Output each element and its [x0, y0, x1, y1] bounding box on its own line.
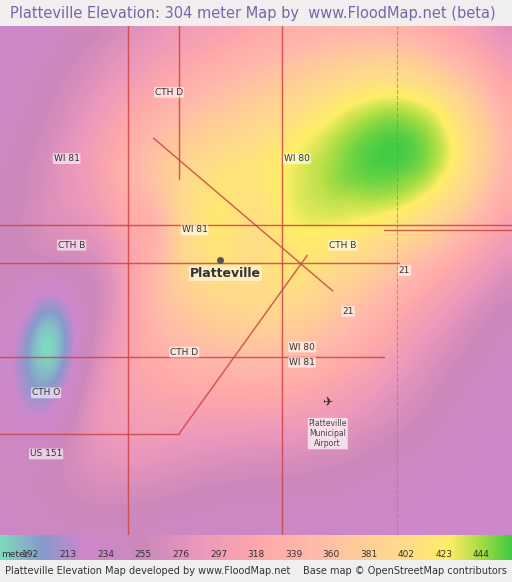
Text: 444: 444: [473, 549, 489, 559]
Text: 318: 318: [247, 549, 265, 559]
Text: Platteville
Municipal
Airport: Platteville Municipal Airport: [309, 418, 347, 449]
Text: US 151: US 151: [30, 449, 62, 459]
Text: WI 81: WI 81: [54, 154, 79, 163]
Text: CTH D: CTH D: [155, 88, 183, 97]
Text: 402: 402: [398, 549, 415, 559]
Text: 192: 192: [22, 549, 39, 559]
Text: Platteville: Platteville: [190, 267, 261, 280]
Text: CTH B: CTH B: [58, 241, 86, 250]
Text: 255: 255: [135, 549, 152, 559]
Text: 381: 381: [360, 549, 377, 559]
Text: 213: 213: [60, 549, 77, 559]
Text: 297: 297: [210, 549, 227, 559]
Text: 234: 234: [97, 549, 114, 559]
Text: CTH B: CTH B: [329, 241, 357, 250]
Text: WI 80: WI 80: [284, 154, 310, 163]
Text: 21: 21: [399, 266, 410, 275]
Text: 276: 276: [173, 549, 189, 559]
Text: ✈: ✈: [323, 396, 333, 410]
Text: CTH D: CTH D: [170, 347, 198, 357]
Text: 339: 339: [285, 549, 302, 559]
Text: 21: 21: [343, 307, 354, 316]
Text: CTH O: CTH O: [32, 388, 60, 398]
Text: Platteville Elevation Map developed by www.FloodMap.net: Platteville Elevation Map developed by w…: [5, 566, 290, 576]
Text: 423: 423: [435, 549, 452, 559]
Text: 360: 360: [323, 549, 340, 559]
Text: WI 81: WI 81: [182, 225, 207, 235]
Text: WI 81: WI 81: [289, 358, 315, 367]
Text: Platteville Elevation: 304 meter Map by  www.FloodMap.net (beta): Platteville Elevation: 304 meter Map by …: [10, 6, 496, 20]
Text: Base map © OpenStreetMap contributors: Base map © OpenStreetMap contributors: [303, 566, 507, 576]
Text: WI 80: WI 80: [289, 343, 315, 352]
Text: meter: meter: [1, 549, 28, 559]
